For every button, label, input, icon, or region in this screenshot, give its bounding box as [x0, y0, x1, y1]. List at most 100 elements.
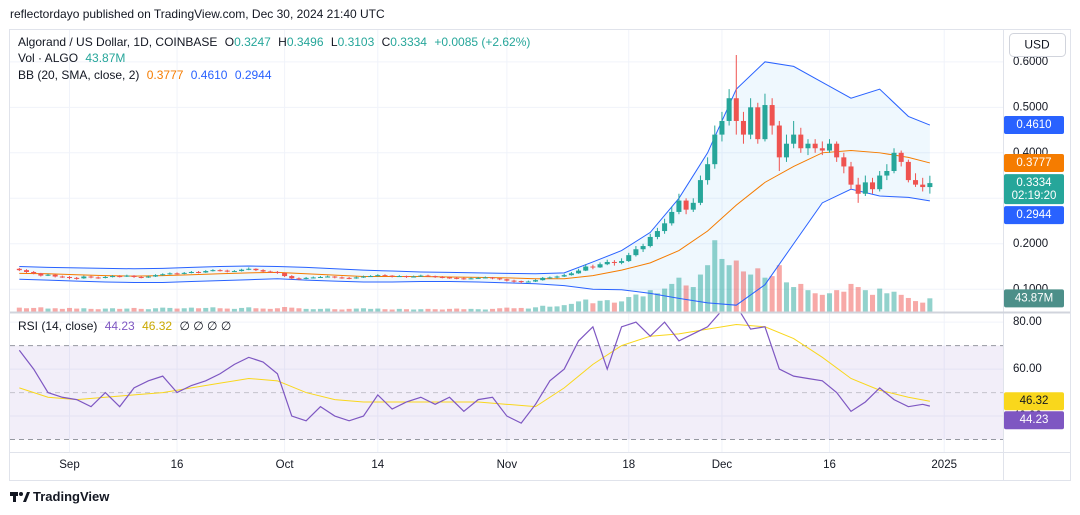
- volume-bar: [862, 290, 868, 312]
- currency[interactable]: USD: [1024, 38, 1050, 52]
- ohlc-value: 0.3247: [234, 35, 271, 49]
- grid: [10, 30, 1003, 452]
- candle-body: [740, 120, 746, 135]
- currency-button[interactable]: [1009, 33, 1066, 57]
- candle-body: [561, 275, 567, 277]
- candle-body: [88, 276, 94, 278]
- ohlc-value: 0.3496: [287, 35, 324, 49]
- volume-bar: [504, 307, 510, 312]
- volume-bar: [432, 309, 438, 312]
- candle-body: [95, 277, 101, 279]
- candle-body: [504, 279, 510, 281]
- candle-body: [339, 277, 345, 279]
- rsi-line: [18, 312, 931, 424]
- volume-bar: [841, 291, 847, 312]
- volume-bar: [310, 309, 316, 312]
- candle-body: [382, 275, 388, 277]
- volume-bar: [654, 293, 660, 312]
- volume-bar: [360, 308, 366, 312]
- candle-body: [855, 184, 861, 194]
- volume-bar: [131, 307, 137, 312]
- candle-body: [647, 236, 653, 247]
- volume-bar: [633, 294, 639, 312]
- candle-body: [662, 223, 668, 232]
- candle-body: [626, 255, 632, 262]
- candle-body: [705, 164, 711, 181]
- volume-bar: [511, 308, 517, 312]
- volume-bar: [726, 265, 732, 312]
- logo-mark: [23, 492, 30, 502]
- candle-body: [217, 270, 223, 272]
- volume-bar: [905, 297, 911, 312]
- candle-body: [368, 276, 374, 278]
- countdown: 02:19:20: [1012, 190, 1057, 202]
- volume-badge: [1004, 289, 1064, 308]
- volume-value: 43.87M: [85, 51, 125, 65]
- candle-body: [425, 275, 431, 277]
- ohlc-letter: O: [225, 35, 234, 49]
- volume-bar: [712, 240, 718, 312]
- volume-name: Vol · ALGO: [18, 51, 78, 65]
- logo-mark: [19, 492, 23, 496]
- volume-bar: [439, 309, 445, 312]
- candle-body: [31, 271, 37, 274]
- volume-bar: [396, 308, 402, 312]
- candle-body: [23, 270, 29, 272]
- bb-upper-value: 0.4610: [191, 68, 228, 82]
- volume-bar: [898, 294, 904, 312]
- candle-body: [153, 275, 159, 277]
- x-tick-label: 18: [622, 459, 635, 471]
- candle-body: [776, 125, 782, 158]
- volume-bar: [490, 308, 496, 312]
- rsi-tick-label: 80.00: [1013, 316, 1042, 328]
- volume-bar: [783, 282, 789, 312]
- price-badge-label: 0.2944: [1016, 209, 1052, 221]
- candle-body: [475, 277, 481, 279]
- volume-bar: [769, 276, 775, 312]
- candle-body: [45, 274, 51, 276]
- candle-body: [583, 266, 589, 271]
- volume-bar: [425, 308, 431, 312]
- candle-body: [490, 277, 496, 279]
- candle-body: [726, 98, 732, 121]
- volume-bar: [497, 308, 503, 312]
- volume-bar: [317, 308, 323, 312]
- candle-body: [540, 277, 546, 281]
- volume-bar: [834, 290, 840, 312]
- volume-bar: [282, 307, 288, 312]
- volume-bar: [153, 308, 159, 312]
- brand: TradingView: [33, 489, 110, 504]
- volume-bar: [733, 260, 739, 312]
- candle-body: [38, 273, 44, 276]
- volume-bar: [196, 308, 202, 312]
- x-tick-label: 16: [171, 459, 184, 471]
- volume-bar: [382, 309, 388, 312]
- candle-body: [246, 268, 252, 270]
- volume-bar: [117, 308, 123, 312]
- volume-bar: [274, 308, 280, 312]
- candle-body: [160, 274, 166, 276]
- volume-bar: [805, 290, 811, 312]
- volume-bar: [110, 308, 116, 312]
- volume-bar: [31, 307, 37, 312]
- candle-body: [497, 278, 503, 280]
- candle-body: [690, 202, 696, 210]
- candle-body: [296, 278, 302, 280]
- rsi-legend: RSI (14, close) 44.23 46.32 ∅ ∅ ∅ ∅: [18, 319, 231, 333]
- volume-bar: [690, 287, 696, 312]
- candle-body: [669, 211, 675, 224]
- volume-bar: [791, 287, 797, 312]
- volume-bar: [547, 306, 553, 312]
- candle-body: [353, 277, 359, 279]
- volume-legend: Vol · ALGO 43.87M: [18, 51, 125, 65]
- price-badge-label: 0.3777: [1016, 157, 1051, 169]
- candle-body: [117, 276, 123, 278]
- rsi-badge: [1004, 392, 1064, 411]
- volume-bar: [540, 305, 546, 312]
- price-badge-label: 0.4610: [1016, 119, 1051, 131]
- candle-body: [554, 276, 560, 278]
- candle-body: [547, 277, 553, 279]
- candle-body: [16, 268, 22, 271]
- y-tick-label: 0.6000: [1013, 56, 1048, 68]
